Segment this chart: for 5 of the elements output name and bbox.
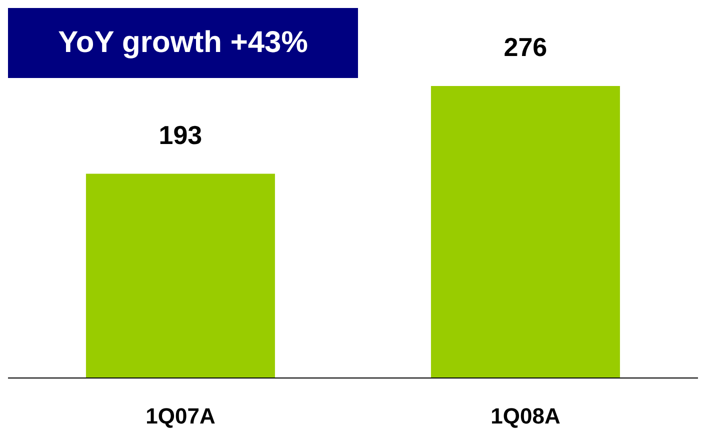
text: YoY growth +43% (8, 8, 358, 78)
data-label: 193 (158, 120, 202, 150)
x-tick-label: 1Q08A (490, 404, 560, 429)
data-label: 276 (504, 32, 548, 62)
x-tick-label: 1Q07A (146, 404, 216, 429)
